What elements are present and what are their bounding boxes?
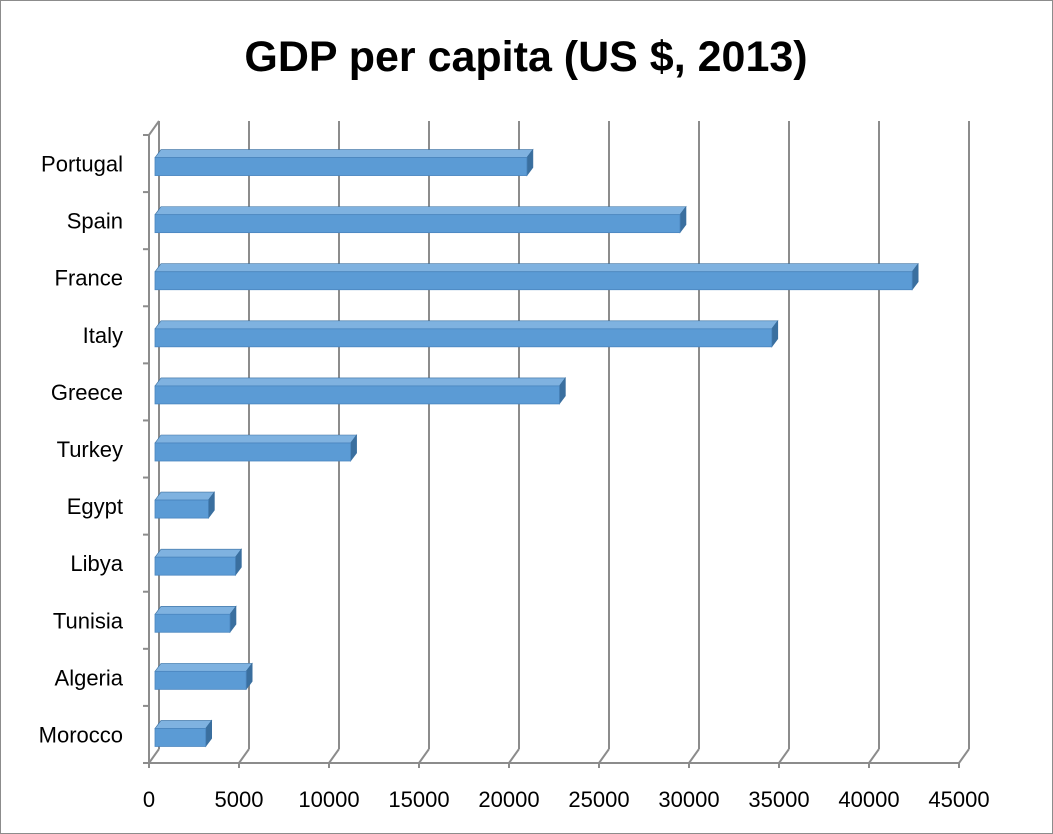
bar-algeria bbox=[154, 662, 253, 691]
bar-top bbox=[154, 377, 567, 387]
x-tick-label: 15000 bbox=[388, 787, 449, 812]
bar-top bbox=[154, 548, 242, 558]
category-label: Spain bbox=[67, 209, 123, 234]
bar-top bbox=[154, 720, 213, 729]
gridline-floor bbox=[958, 748, 970, 764]
gridline-floor bbox=[328, 748, 340, 764]
bar-france bbox=[154, 262, 919, 291]
bar-front bbox=[154, 271, 913, 291]
bar-italy bbox=[154, 319, 779, 348]
category-label: Algeria bbox=[55, 665, 124, 690]
category-label: Libya bbox=[70, 551, 123, 576]
bar-top bbox=[154, 263, 919, 273]
category-label: France bbox=[55, 266, 123, 291]
bar-front bbox=[154, 556, 236, 576]
bar-libya bbox=[154, 548, 242, 577]
category-labels: Portugal Spain France Italy Greece Turkey Egyp… bbox=[39, 152, 124, 748]
bar-turkey bbox=[154, 434, 358, 462]
category-label: Italy bbox=[83, 323, 123, 348]
bar-front bbox=[154, 385, 560, 405]
gridline-floor bbox=[598, 748, 610, 764]
x-tick-label: 35000 bbox=[748, 787, 809, 812]
bar-top bbox=[154, 149, 534, 158]
gridline-floor bbox=[418, 748, 430, 764]
gridline-floor bbox=[688, 748, 700, 764]
x-tick-label: 45000 bbox=[928, 787, 989, 812]
category-label: Turkey bbox=[57, 437, 123, 462]
x-tick-labels: 0 5000 10000 15000 20000 25000 30000 35000 40000… bbox=[143, 787, 990, 812]
bar-top bbox=[154, 320, 779, 330]
x-tick-label: 10000 bbox=[298, 787, 359, 812]
category-label: Portugal bbox=[41, 152, 123, 177]
bar-front bbox=[154, 214, 681, 234]
bar-front bbox=[154, 442, 352, 462]
bar-front bbox=[154, 613, 231, 633]
bar-front bbox=[154, 499, 209, 519]
x-tick-label: 5000 bbox=[215, 787, 264, 812]
axes bbox=[143, 120, 960, 768]
bar-top bbox=[154, 663, 253, 672]
bar-greece bbox=[154, 377, 567, 405]
bar-portugal bbox=[154, 148, 534, 177]
bar-top bbox=[154, 491, 215, 501]
bars bbox=[154, 148, 919, 748]
gridline-floor bbox=[778, 748, 790, 764]
x-tick-label: 40000 bbox=[838, 787, 899, 812]
x-tick-label: 0 bbox=[143, 787, 155, 812]
bar-morocco bbox=[154, 719, 213, 748]
category-label: Greece bbox=[51, 380, 123, 405]
x-tick-label: 30000 bbox=[658, 787, 719, 812]
bar-top bbox=[154, 206, 687, 215]
category-label: Morocco bbox=[39, 722, 123, 747]
bar-front bbox=[154, 328, 773, 348]
bar-front bbox=[154, 670, 247, 690]
chart-title: GDP per capita (US $, 2013) bbox=[244, 33, 807, 81]
bar-tunisia bbox=[154, 605, 237, 634]
x-tick-label: 20000 bbox=[478, 787, 539, 812]
bar-spain bbox=[154, 205, 687, 234]
category-label: Tunisia bbox=[53, 608, 124, 633]
x-tick-label: 25000 bbox=[568, 787, 629, 812]
bar-top bbox=[154, 605, 237, 615]
gridline-floor bbox=[238, 748, 250, 764]
bar-egypt bbox=[154, 491, 215, 519]
bar-front bbox=[154, 728, 207, 747]
category-label: Egypt bbox=[67, 494, 123, 519]
bar-front bbox=[154, 157, 528, 176]
y-axis-depth bbox=[148, 120, 160, 136]
bar-top bbox=[154, 434, 358, 444]
gridline-floor bbox=[868, 748, 880, 764]
gridline-floor bbox=[508, 748, 520, 764]
gridline-floor bbox=[148, 748, 160, 764]
